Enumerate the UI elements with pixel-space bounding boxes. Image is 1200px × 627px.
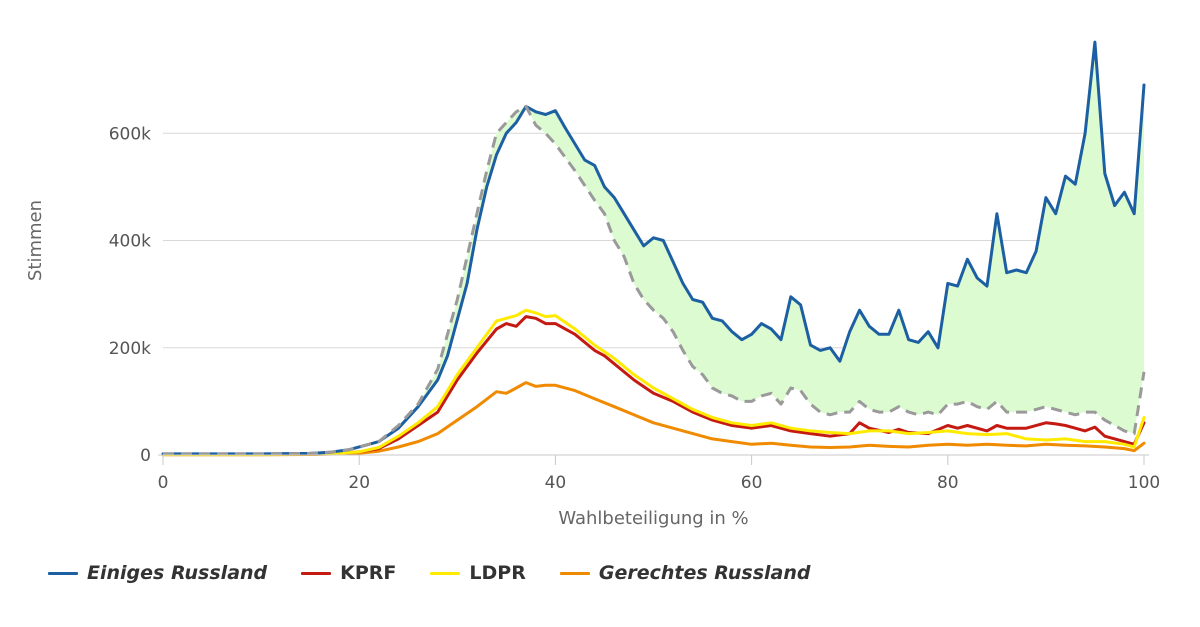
x-tick-label: 60 bbox=[741, 473, 763, 493]
x-tick-label: 100 bbox=[1128, 473, 1160, 493]
x-axis-title: Wahlbeteiligung in % bbox=[558, 508, 748, 529]
excess-votes-area bbox=[163, 42, 1144, 454]
x-tick-label: 80 bbox=[937, 473, 959, 493]
x-tick-label: 20 bbox=[348, 473, 370, 493]
legend-item-gerechtes-russland[interactable]: Gerechtes Russland bbox=[559, 562, 811, 584]
series-line-kprf[interactable] bbox=[161, 315, 1146, 456]
y-tick-label: 600k bbox=[109, 124, 151, 144]
x-tick-label: 40 bbox=[545, 473, 567, 493]
y-tick-label: 0 bbox=[140, 446, 151, 466]
legend-item-einiges-russland[interactable]: Einiges Russland bbox=[48, 562, 267, 584]
series-line-einiges-russland[interactable] bbox=[161, 40, 1146, 456]
y-tick-label: 200k bbox=[109, 339, 151, 359]
legend: Einiges Russland KPRF LDPR Gerechtes Rus… bbox=[48, 562, 844, 584]
y-axis-title: Stimmen bbox=[25, 200, 46, 281]
series-line-gerechtes-russland[interactable] bbox=[161, 381, 1146, 457]
legend-swatch bbox=[48, 571, 78, 575]
axes: 0 200k 400k 600k 0 20 40 60 80 100 bbox=[109, 124, 1161, 493]
legend-item-kprf[interactable]: KPRF bbox=[301, 562, 396, 584]
legend-label: Gerechtes Russland bbox=[598, 562, 811, 584]
legend-label: LDPR bbox=[469, 562, 526, 584]
legend-label: KPRF bbox=[340, 562, 397, 584]
series-line-ldpr[interactable] bbox=[161, 308, 1146, 456]
excess-area bbox=[163, 42, 1144, 454]
legend-swatch bbox=[301, 571, 332, 575]
legend-label: Einiges Russland bbox=[87, 562, 268, 584]
expected-dashed-line bbox=[163, 104, 1146, 456]
x-tick-label: 0 bbox=[158, 473, 169, 493]
legend-item-ldpr[interactable]: LDPR bbox=[430, 562, 526, 584]
series-lines bbox=[161, 40, 1146, 457]
legend-swatch bbox=[430, 571, 461, 575]
y-tick-label: 400k bbox=[109, 232, 151, 252]
legend-swatch bbox=[559, 571, 590, 575]
